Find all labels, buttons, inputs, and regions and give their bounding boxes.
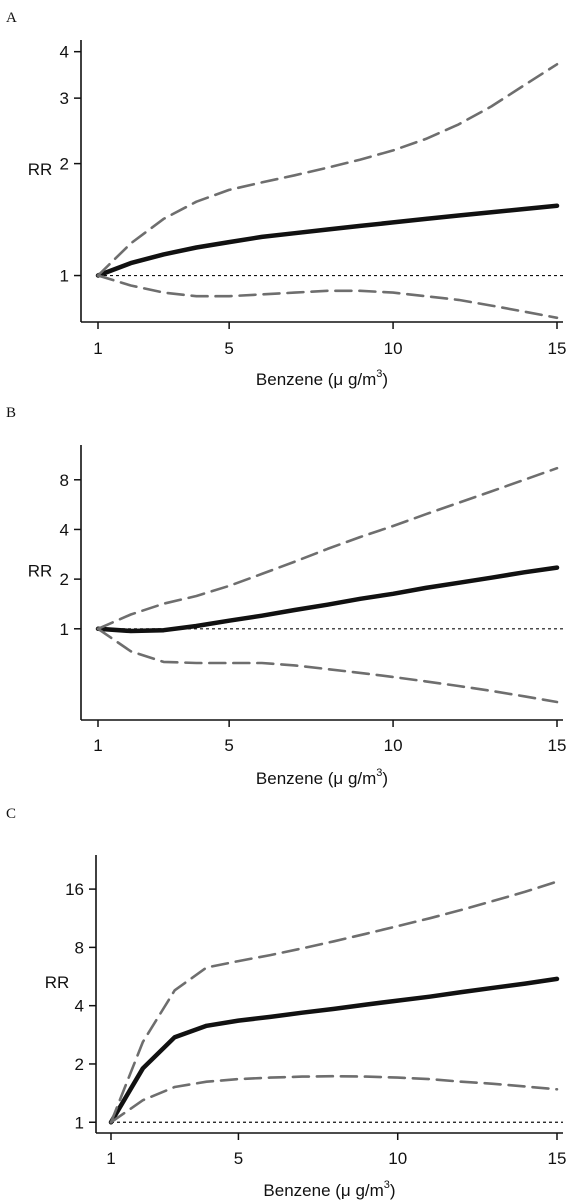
x-tick-label: 15 [548,1149,567,1168]
y-tick-label: 1 [60,267,69,286]
y-tick-label: 8 [75,938,84,957]
lower-series-line [96,627,559,704]
x-tick-label: 1 [93,736,102,755]
y-tick-label: 2 [60,570,69,589]
y-tick-label: 1 [60,620,69,639]
x-tick-label: 1 [106,1149,115,1168]
lower-series-line [109,1074,559,1124]
y-tick-label: 3 [60,89,69,108]
x-tick-label: 1 [93,339,102,358]
panel-letter: A [6,10,17,26]
y-tick-label: 2 [75,1055,84,1074]
estimate-series-line [108,976,560,1125]
y-tick-label: 8 [60,471,69,490]
x-tick-label: 5 [224,339,233,358]
y-tick-label: 4 [60,520,69,539]
x-tick-label: 15 [548,736,567,755]
x-tick-label: 10 [384,339,403,358]
y-tick-label: 1 [75,1113,84,1132]
x-tick-label: 15 [548,339,567,358]
panel-letter: B [6,405,16,421]
y-tick-label: 2 [60,155,69,174]
upper-series-line [96,63,559,277]
x-tick-label: 10 [384,736,403,755]
x-tick-label: 10 [388,1149,407,1168]
y-tick-label: 4 [60,43,69,62]
y-axis-label: RR [28,160,53,179]
x-tick-label: 5 [224,736,233,755]
upper-series-line [109,880,559,1124]
x-axis-title: Benzene (μ g/m3) [256,368,388,389]
y-tick-label: 4 [75,997,84,1016]
x-axis-title: Benzene (μ g/m3) [263,1179,395,1200]
y-tick-label: 16 [65,880,84,899]
lower-series-line [96,274,559,320]
upper-series-line [96,466,559,631]
y-axis-label: RR [28,562,53,581]
x-tick-label: 5 [234,1149,243,1168]
y-axis-label: RR [45,973,70,992]
estimate-series-line [95,565,560,634]
x-axis-title: Benzene (μ g/m3) [256,767,388,788]
estimate-series-line [95,203,560,278]
panel-letter: C [6,806,16,822]
